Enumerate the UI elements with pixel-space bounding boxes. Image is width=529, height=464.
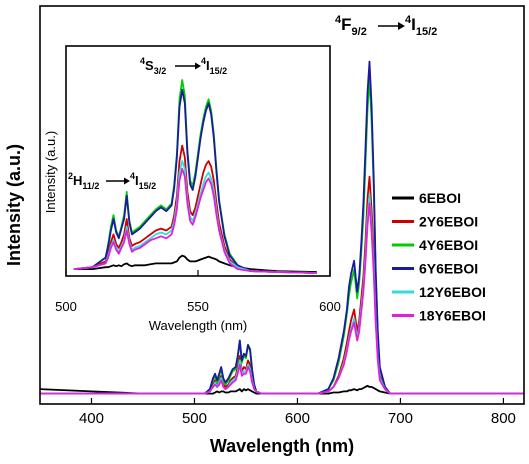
main-plot: 400 500 600 700 800 Wavelength (nm) Intensit… (4, 5, 525, 456)
inset-plot: 500 550 600 Wavelength (nm) Intensity (a.u… (43, 45, 341, 333)
main-trans-sub: 9/2 (352, 26, 367, 38)
inset2-upper-sup: 2 (68, 171, 73, 181)
inset2-state2: I (135, 173, 139, 188)
inset2-upper2-sup: 4 (130, 171, 135, 181)
inset-series-18y6eboi (73, 167, 317, 274)
inset-y-axis-title: Intensity (a.u.) (43, 131, 58, 213)
legend-label-12y6eboi: 12Y6EBOI (419, 284, 486, 300)
inset2-sub: 11/2 (82, 181, 99, 191)
main-trans-sub2: 15/2 (416, 26, 437, 38)
inset1-arrow-head (195, 62, 201, 70)
inset2-arrow-head (124, 177, 130, 185)
inset-transition-annotation-2: 2H11/2 4I15/2 (68, 171, 156, 191)
inset1-upper-sup: 4 (140, 56, 145, 66)
main-x-axis-title: Wavelength (nm) (210, 436, 354, 456)
svg-text:4I15/2: 4I15/2 (405, 14, 437, 38)
legend-label-6eboi: 6EBOI (419, 190, 461, 206)
main-trans-arrow-head (398, 22, 405, 30)
main-plot-frame (39, 5, 525, 405)
legend-label-18y6eboi: 18Y6EBOI (419, 308, 486, 324)
main-series-6eboi (39, 384, 524, 395)
inset1-upper2-sup: 4 (201, 56, 206, 66)
legend-label-2y6eboi: 2Y6EBOI (419, 214, 478, 230)
inset-series-group (73, 79, 317, 274)
main-trans-upper-sup: 4 (335, 14, 342, 26)
inset1-sub2: 15/2 (210, 66, 228, 76)
inset2-sub2: 15/2 (139, 181, 157, 191)
main-x-tick-label-3: 700 (388, 410, 413, 427)
legend-label-6y6eboi: 6Y6EBOI (419, 261, 478, 277)
legend: 6EBOI 2Y6EBOI 4Y6EBOI 6Y6EBOI 12Y6EBOI 18Y6EB… (392, 190, 486, 324)
svg-text:4S3/2: 4S3/2 (140, 56, 166, 76)
main-transition-annotation: 4F9/2 4I15/2 (335, 14, 437, 38)
inset-transition-annotation-1: 4S3/2 4I15/2 (140, 56, 227, 76)
inset1-sub: 3/2 (154, 66, 167, 76)
inset1-state: S (145, 58, 154, 73)
inset-x-axis-title: Wavelength (nm) (149, 318, 248, 333)
main-x-tick-label-4: 800 (491, 410, 516, 427)
svg-text:4I15/2: 4I15/2 (130, 171, 156, 191)
inset-series-6eboi (73, 254, 317, 273)
inset2-state: H (73, 173, 82, 188)
inset1-state2: I (206, 58, 210, 73)
main-trans-upper2-sup: 4 (405, 14, 412, 26)
svg-text:4I15/2: 4I15/2 (201, 56, 227, 76)
inset-x-tick-label-0: 500 (55, 299, 77, 314)
svg-text:2H11/2: 2H11/2 (68, 171, 99, 191)
main-series-group (39, 60, 524, 395)
main-trans-state: F (341, 15, 351, 34)
inset-x-ticks: 500 550 600 (55, 270, 341, 314)
inset-series-6y6eboi (73, 88, 317, 274)
main-x-ticks: 400 500 600 700 800 (79, 398, 516, 427)
inset-x-tick-label-1: 550 (187, 299, 209, 314)
main-series-18y6eboi (40, 202, 524, 395)
legend-label-4y6eboi: 4Y6EBOI (419, 237, 478, 253)
main-x-tick-label-2: 600 (285, 410, 310, 427)
main-y-axis-title: Intensity (a.u.) (4, 144, 24, 266)
svg-text:4F9/2: 4F9/2 (335, 14, 367, 38)
main-x-tick-label-0: 400 (79, 410, 104, 427)
inset-x-tick-label-2: 600 (319, 299, 341, 314)
main-trans-state2: I (411, 15, 416, 34)
main-x-tick-label-1: 500 (182, 410, 207, 427)
